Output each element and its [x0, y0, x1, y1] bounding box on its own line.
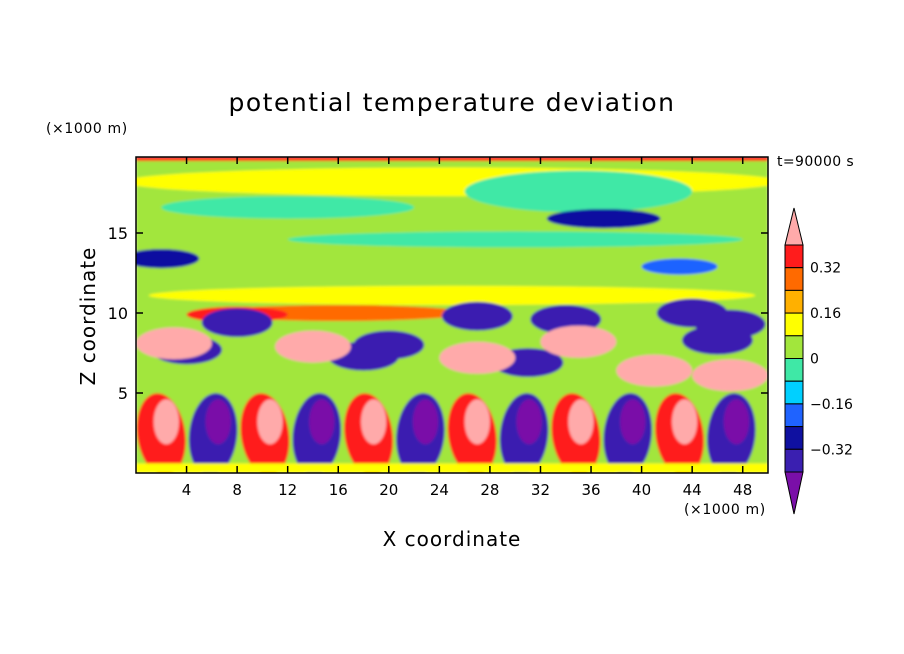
colorbar-box: [784, 448, 804, 473]
contour-field: [136, 157, 768, 473]
colorbar-box: [784, 403, 804, 428]
colorbar-box: [784, 267, 804, 291]
time-label: t=90000 s: [777, 154, 855, 170]
x-tick-label: 28: [480, 481, 499, 499]
colorbar-extend-max: [784, 207, 804, 246]
colorbar-box: [784, 312, 804, 337]
x-tick-label: 40: [632, 481, 651, 499]
x-axis-unit: (×1000 m): [684, 502, 766, 518]
chart-title: potential temperature deviation: [228, 88, 676, 117]
colorbar-box: [784, 244, 804, 269]
x-axis-label: X coordinate: [382, 527, 522, 551]
colorbar-label: 0.32: [810, 261, 841, 277]
x-tick-label: 36: [581, 481, 600, 499]
colorbar-label: 0: [810, 352, 819, 368]
x-tick-label: 48: [733, 481, 752, 499]
colorbar-label: −0.16: [810, 397, 853, 413]
y-axis-unit: (×1000 m): [46, 121, 128, 137]
x-axis: 4 8 12 16 20 24 28 32 36 40 44 48: [182, 157, 752, 499]
x-tick-label: 4: [182, 481, 192, 499]
colorbar-box: [784, 426, 804, 450]
colorbar-label: 0.16: [810, 306, 841, 322]
y-tick-label: 15: [108, 224, 128, 243]
colorbar-box: [784, 335, 804, 359]
colorbar-box: [784, 358, 804, 382]
x-tick-label: 16: [329, 481, 348, 499]
y-tick-label: 10: [108, 304, 128, 323]
colorbar-box: [784, 289, 804, 314]
plot-frame: [135, 156, 769, 474]
y-tick-label: 5: [118, 384, 128, 403]
x-tick-label: 32: [531, 481, 550, 499]
x-tick-label: 24: [430, 481, 449, 499]
colorbar-box: [784, 380, 804, 405]
x-tick-label: 12: [278, 481, 297, 499]
x-tick-label: 20: [379, 481, 398, 499]
colorbar-label: −0.32: [810, 442, 853, 458]
y-axis-label: Z coordinate: [76, 246, 100, 386]
y-axis: 5 10 15: [108, 224, 768, 403]
colorbar-extend-min: [784, 471, 804, 515]
x-tick-label: 44: [683, 481, 702, 499]
x-tick-label: 8: [232, 481, 242, 499]
colorbar: 0.32 0.16 0 −0.16 −0.32: [784, 207, 853, 515]
